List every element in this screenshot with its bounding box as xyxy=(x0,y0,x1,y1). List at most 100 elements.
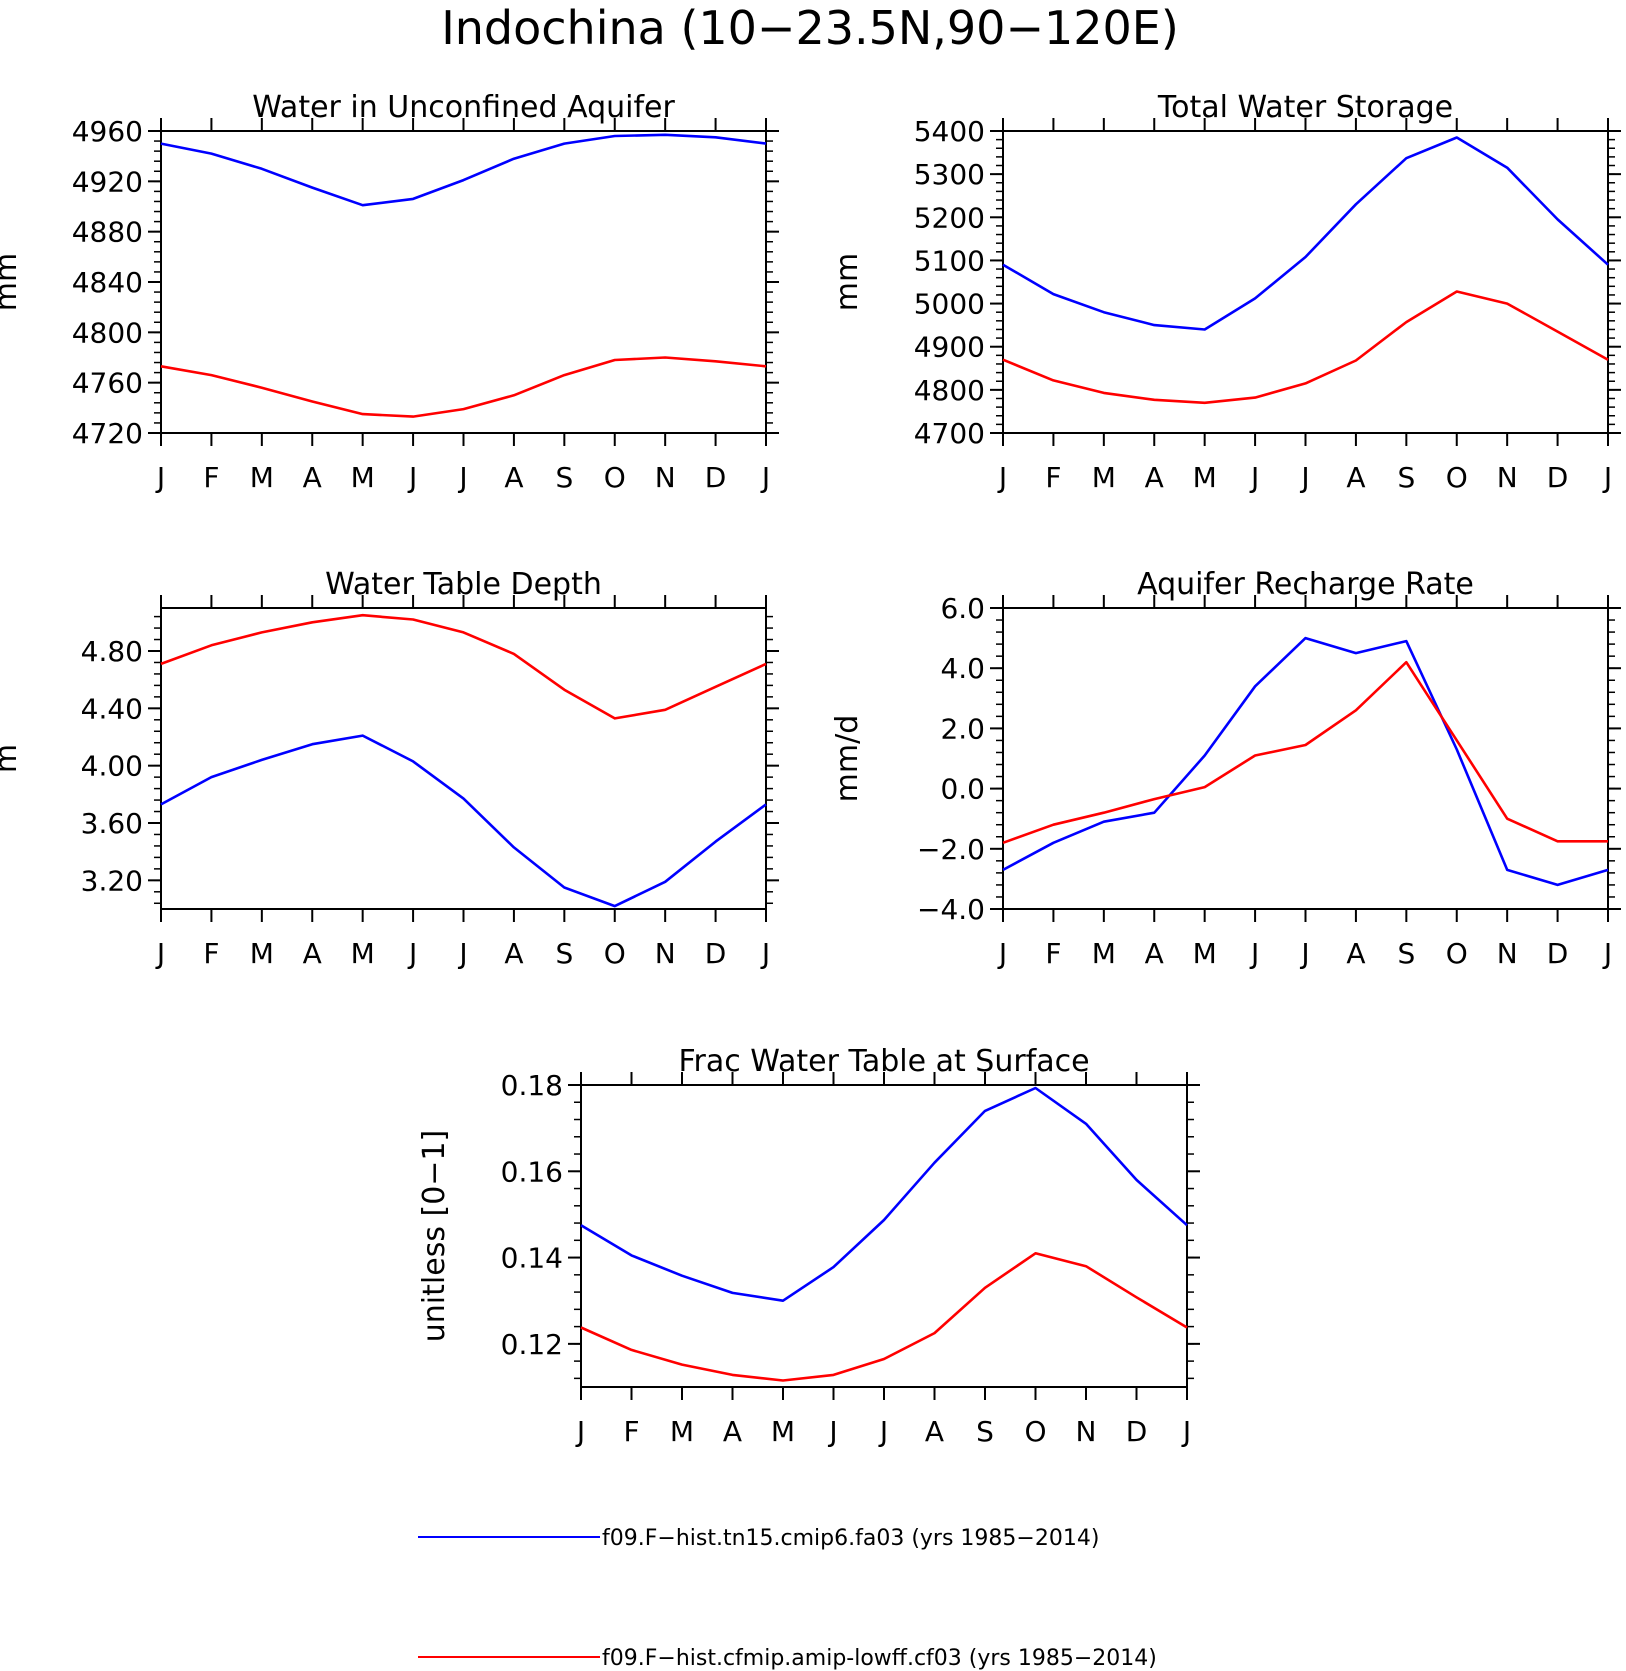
water-table-depth-ytick-label: 4.80 xyxy=(81,635,143,668)
unconfined-aquifer-xtick-label: J xyxy=(760,461,770,494)
water-table-depth-xtick-label: N xyxy=(655,937,676,970)
unconfined-aquifer-ytick-label: 4880 xyxy=(72,216,143,249)
aquifer-recharge-rate-ytick-label: −4.0 xyxy=(917,893,985,926)
water-table-depth-xtick-label: J xyxy=(407,937,417,970)
frac-water-table-surface-xtick-label: J xyxy=(1181,1415,1191,1448)
legend-label-1: f09.F−hist.tn15.cmip6.fa03 (yrs 1985−201… xyxy=(602,1526,1099,1551)
total-water-storage-xtick-label: J xyxy=(1249,461,1259,494)
water-table-depth-xtick-label: O xyxy=(604,937,626,970)
aquifer-recharge-rate-xtick-label: M xyxy=(1193,937,1217,970)
unconfined-aquifer-xtick-label: J xyxy=(457,461,467,494)
unconfined-aquifer-ytick-label: 4920 xyxy=(72,165,143,198)
aquifer-recharge-rate-ytick-label: 0.0 xyxy=(940,773,985,806)
frac-water-table-surface-xtick-label: M xyxy=(670,1415,694,1448)
frac-water-table-surface-xtick-label: F xyxy=(623,1415,639,1448)
aquifer-recharge-rate-xtick-label: D xyxy=(1547,937,1569,970)
water-table-depth-xtick-label: M xyxy=(250,937,274,970)
water-table-depth-series-1-line xyxy=(160,734,767,908)
total-water-storage-series-2-line xyxy=(1002,290,1609,405)
frac-water-table-surface-xtick-label: S xyxy=(976,1415,994,1448)
frac-water-table-surface-ytick-label: 0.14 xyxy=(501,1242,563,1275)
aquifer-recharge-rate-xtick-label: J xyxy=(1602,937,1612,970)
total-water-storage-xtick-label: J xyxy=(997,461,1007,494)
total-water-storage-ytick-label: 4700 xyxy=(914,417,985,450)
frac-water-table-surface-xtick-label: N xyxy=(1076,1415,1097,1448)
aquifer-recharge-rate-xtick-label: O xyxy=(1446,937,1468,970)
unconfined-aquifer-xtick-label: A xyxy=(504,461,523,494)
aquifer-recharge-rate-xtick-label: S xyxy=(1397,937,1415,970)
water-table-depth-plot-frame xyxy=(160,607,767,910)
total-water-storage-xtick-label: F xyxy=(1045,461,1061,494)
water-table-depth-ytick-label: 4.00 xyxy=(81,750,143,783)
frac-water-table-surface-xtick-label: D xyxy=(1126,1415,1148,1448)
total-water-storage-ytick-label: 5200 xyxy=(914,201,985,234)
aquifer-recharge-rate-series-1-line xyxy=(1002,636,1609,887)
aquifer-recharge-rate-xtick-label: M xyxy=(1092,937,1116,970)
panel-water-table-depth: Water Table DepthmJFMAMJJASONDJ3.203.604… xyxy=(0,567,779,970)
aquifer-recharge-rate-ytick-label: −2.0 xyxy=(917,833,985,866)
water-table-depth-xtick-label: F xyxy=(203,937,219,970)
total-water-storage-ytick-label: 5000 xyxy=(914,288,985,321)
legend: f09.F−hist.tn15.cmip6.fa03 (yrs 1985−201… xyxy=(418,1526,1157,1671)
frac-water-table-surface-xtick-label: O xyxy=(1024,1415,1046,1448)
total-water-storage-xtick-label: M xyxy=(1092,461,1116,494)
aquifer-recharge-rate-ytick-label: 6.0 xyxy=(940,592,985,625)
total-water-storage-xtick-label: N xyxy=(1497,461,1518,494)
total-water-storage-ytick-label: 4900 xyxy=(914,331,985,364)
water-table-depth-ytick-label: 3.20 xyxy=(81,864,143,897)
unconfined-aquifer-ytick-label: 4840 xyxy=(72,266,143,299)
water-table-depth-xtick-label: S xyxy=(555,937,573,970)
aquifer-recharge-rate-xtick-label: F xyxy=(1045,937,1061,970)
aquifer-recharge-rate-series-2-line xyxy=(1002,660,1608,845)
total-water-storage-xtick-label: D xyxy=(1547,461,1569,494)
unconfined-aquifer-ytick-label: 4800 xyxy=(72,316,143,349)
water-table-depth-series-2-line xyxy=(160,613,767,720)
aquifer-recharge-rate-xtick-label: J xyxy=(997,937,1007,970)
aquifer-recharge-rate-ylabel: mm/d xyxy=(830,715,865,803)
water-table-depth-xtick-label: J xyxy=(155,937,165,970)
water-table-depth-xtick-label: J xyxy=(760,937,770,970)
unconfined-aquifer-xtick-label: M xyxy=(250,461,274,494)
unconfined-aquifer-ylabel: mm xyxy=(0,253,24,311)
water-table-depth-ylabel: m xyxy=(0,744,24,773)
water-table-depth-xtick-label: A xyxy=(303,937,322,970)
frac-water-table-surface-ytick-label: 0.16 xyxy=(501,1155,563,1188)
total-water-storage-ytick-label: 4800 xyxy=(914,374,985,407)
frac-water-table-surface-series-2-line xyxy=(580,1252,1188,1382)
frac-water-table-surface-ytick-label: 0.12 xyxy=(501,1328,563,1361)
total-water-storage-xtick-label: A xyxy=(1346,461,1365,494)
frac-water-table-surface-xtick-label: J xyxy=(827,1415,837,1448)
unconfined-aquifer-xtick-label: F xyxy=(203,461,219,494)
aquifer-recharge-rate-xtick-label: A xyxy=(1145,937,1164,970)
frac-water-table-surface-xtick-label: A xyxy=(723,1415,742,1448)
aquifer-recharge-rate-xtick-label: A xyxy=(1346,937,1365,970)
total-water-storage-xtick-label: A xyxy=(1145,461,1164,494)
frac-water-table-surface-xtick-label: M xyxy=(771,1415,795,1448)
unconfined-aquifer-ytick-label: 4720 xyxy=(72,417,143,450)
total-water-storage-xtick-label: J xyxy=(1602,461,1612,494)
total-water-storage-ytick-label: 5400 xyxy=(914,115,985,148)
water-table-depth-xtick-label: M xyxy=(351,937,375,970)
unconfined-aquifer-xtick-label: N xyxy=(655,461,676,494)
water-table-depth-xtick-label: D xyxy=(705,937,727,970)
water-table-depth-xtick-label: A xyxy=(504,937,523,970)
water-table-depth-ytick-label: 3.60 xyxy=(81,807,143,840)
unconfined-aquifer-series-2-line xyxy=(160,356,767,418)
frac-water-table-surface-xtick-label: J xyxy=(575,1415,585,1448)
total-water-storage-series-1-line xyxy=(1002,136,1609,331)
water-table-depth-xtick-label: J xyxy=(457,937,467,970)
total-water-storage-xtick-label: J xyxy=(1299,461,1309,494)
total-water-storage-xtick-label: M xyxy=(1193,461,1217,494)
total-water-storage-ylabel: mm xyxy=(830,253,865,311)
frac-water-table-surface-series-1-line xyxy=(580,1086,1188,1302)
water-table-depth-ytick-label: 4.40 xyxy=(81,692,143,725)
unconfined-aquifer-ytick-label: 4960 xyxy=(72,115,143,148)
frac-water-table-surface-xtick-label: J xyxy=(878,1415,888,1448)
total-water-storage-xtick-label: S xyxy=(1397,461,1415,494)
